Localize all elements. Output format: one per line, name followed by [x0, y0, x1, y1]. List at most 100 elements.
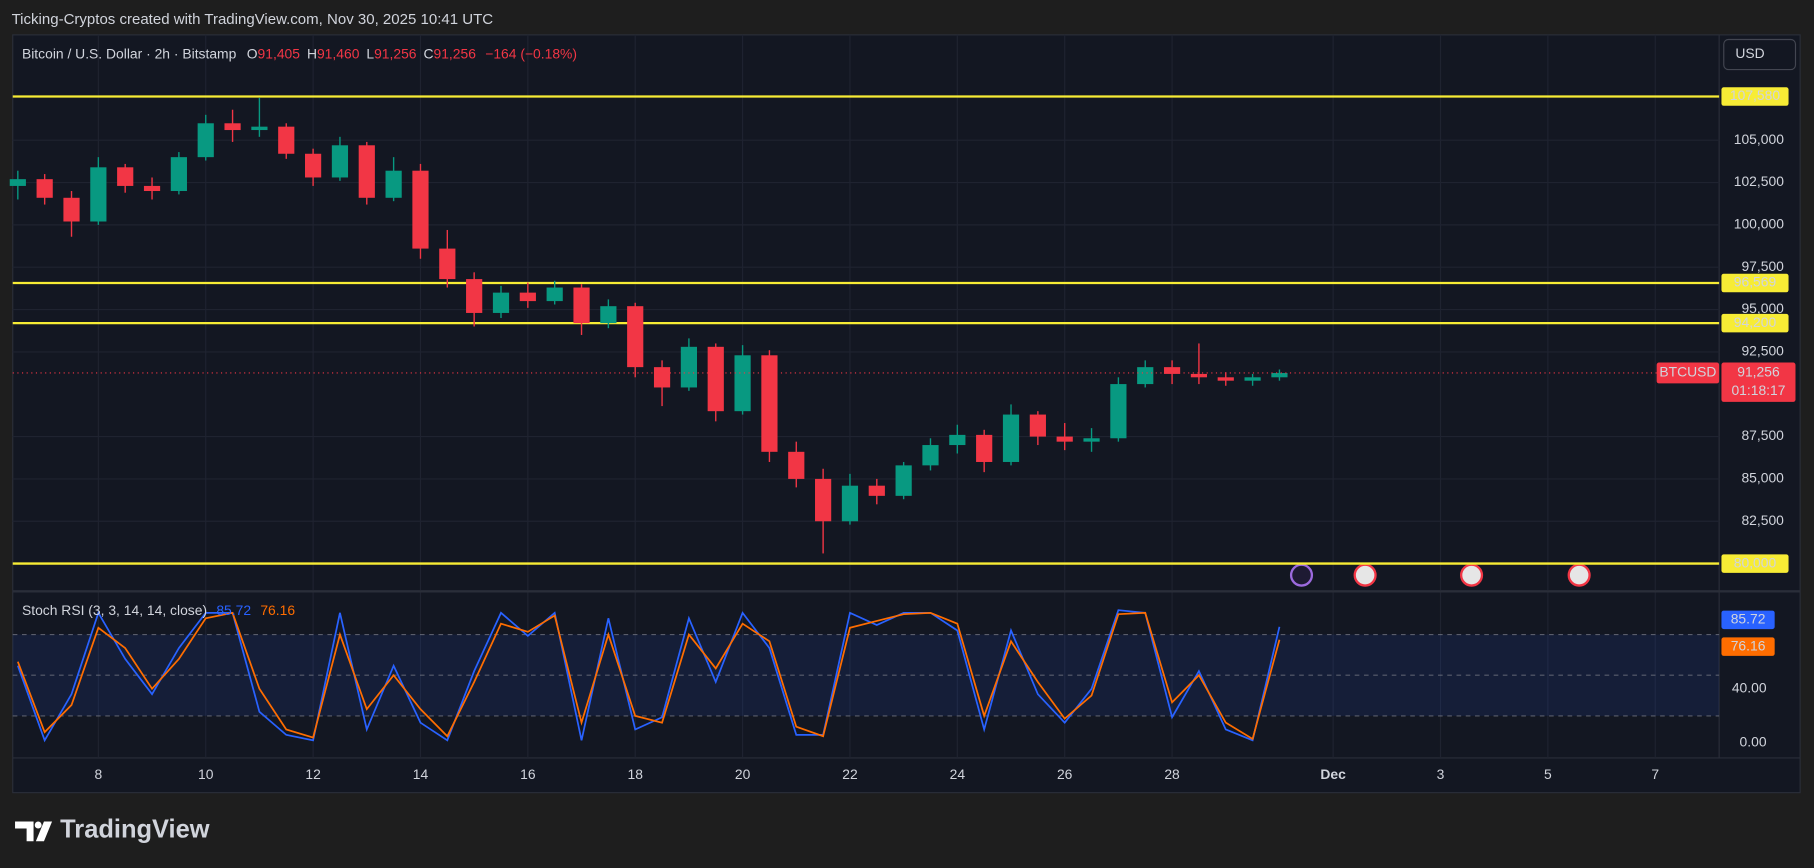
event-icon[interactable] [1567, 563, 1591, 587]
candle-body [707, 346, 724, 412]
legend-change: −164 (−0.18%) [485, 45, 577, 61]
legend-key: C [423, 45, 433, 61]
level-label: 107,580 [1730, 87, 1780, 103]
level-label: 94,200 [1734, 314, 1777, 330]
x-tick-label: 12 [305, 766, 321, 782]
candle-body [734, 355, 751, 412]
attribution: Ticking-Cryptos created with TradingView… [12, 11, 494, 28]
indicator-badge [1721, 637, 1775, 656]
candle-body [197, 123, 214, 158]
indicator-title: Stoch RSI (3, 3, 14, 14, close) [22, 602, 207, 618]
indicator-value: 76.16 [260, 602, 295, 618]
candle-body [627, 306, 644, 368]
y-tick-label: 97,500 [1741, 258, 1784, 274]
candle-body [1217, 377, 1234, 381]
candle-body [412, 170, 429, 249]
y-tick-label: 87,500 [1741, 427, 1784, 443]
brand-logo [15, 821, 53, 842]
legend-key: L [366, 45, 374, 61]
candle-body [788, 451, 805, 479]
candle-body [949, 434, 966, 446]
legend-value: 91,405 [258, 45, 301, 61]
candle-body [439, 248, 456, 280]
x-tick-label: 20 [735, 766, 751, 782]
y-tick-label: 102,500 [1734, 173, 1784, 189]
x-tick-label: 10 [198, 766, 214, 782]
candle-body [36, 179, 53, 198]
countdown-label: 01:18:17 [1731, 382, 1785, 398]
y-tick-label: 92,500 [1741, 343, 1784, 359]
indicator-value: 85.72 [216, 602, 251, 618]
currency-label: USD [1735, 45, 1764, 61]
level-badge [1721, 87, 1789, 106]
candle-body [1190, 373, 1208, 378]
candle-body [1110, 384, 1127, 439]
candle-body [305, 153, 322, 178]
price-label: 91,256 [1737, 364, 1780, 380]
candle-body [680, 346, 697, 388]
candle-body [546, 287, 563, 302]
candle-body [519, 292, 536, 302]
level-label: 96,569 [1734, 274, 1777, 290]
logo-mark [35, 821, 53, 842]
candle-body [815, 478, 832, 522]
x-tick-label: 8 [94, 766, 102, 782]
x-tick-label: 7 [1651, 766, 1659, 782]
x-tick-label: 24 [950, 766, 966, 782]
y-tick-label: 0.00 [1740, 734, 1767, 750]
candle-body [1029, 414, 1046, 437]
legend-value: 91,256 [374, 45, 417, 61]
legend-key: O [247, 45, 258, 61]
candle-body [143, 185, 161, 192]
legend-value: 91,460 [317, 45, 360, 61]
candle-body [117, 167, 134, 186]
candle-body [1163, 367, 1181, 374]
candle-body [63, 197, 80, 222]
indicator-badge-label: 76.16 [1731, 637, 1766, 653]
candle-body [224, 123, 241, 131]
y-tick-label: 105,000 [1734, 131, 1784, 147]
indicator-line [17, 609, 1281, 743]
candle-body [1002, 414, 1020, 462]
candle-body [868, 485, 885, 496]
legend-key: H [307, 45, 317, 61]
legend-value: 91,256 [434, 45, 477, 61]
candle-body [9, 179, 26, 186]
event-icon[interactable] [1459, 563, 1484, 587]
candle-body [492, 292, 510, 313]
level-badge [1721, 273, 1789, 293]
candle-body [895, 465, 912, 496]
candle-body [653, 367, 671, 388]
logo-mark [15, 821, 34, 842]
candle-body [331, 145, 349, 178]
candle-body [922, 445, 939, 466]
indicator-line [17, 611, 1281, 741]
x-tick-label: 22 [842, 766, 858, 782]
y-tick-label: 100,000 [1734, 216, 1784, 232]
x-tick-label: 18 [627, 766, 643, 782]
candle-body [466, 279, 483, 313]
chart-legend: Bitcoin / U.S. Dollar · 2h · Bitstamp O91… [22, 45, 577, 61]
level-label: 80,000 [1734, 554, 1777, 570]
currency-button[interactable] [1723, 38, 1797, 71]
candle-body [761, 355, 778, 452]
indicator-legend: Stoch RSI (3, 3, 14, 14, close) 85.72 76.1… [22, 602, 295, 618]
x-tick-label: 26 [1057, 766, 1073, 782]
candle-body [1137, 367, 1154, 385]
x-tick-label: 16 [520, 766, 536, 782]
x-tick-label: 28 [1164, 766, 1180, 782]
level-badge [1721, 313, 1789, 333]
indicator-badge-label: 85.72 [1731, 611, 1766, 627]
y-tick-label: 85,000 [1741, 470, 1784, 486]
chart-title: Bitcoin / U.S. Dollar · 2h · Bitstamp [22, 45, 237, 61]
candle-body [90, 167, 107, 222]
x-tick-label: 3 [1437, 766, 1445, 782]
y-tick-label: 82,500 [1741, 512, 1784, 528]
candle-body [251, 126, 268, 131]
event-icon[interactable] [1353, 563, 1377, 587]
event-icon[interactable] [1289, 563, 1314, 587]
candle-body [573, 287, 590, 324]
brand: TradingView [60, 816, 210, 844]
